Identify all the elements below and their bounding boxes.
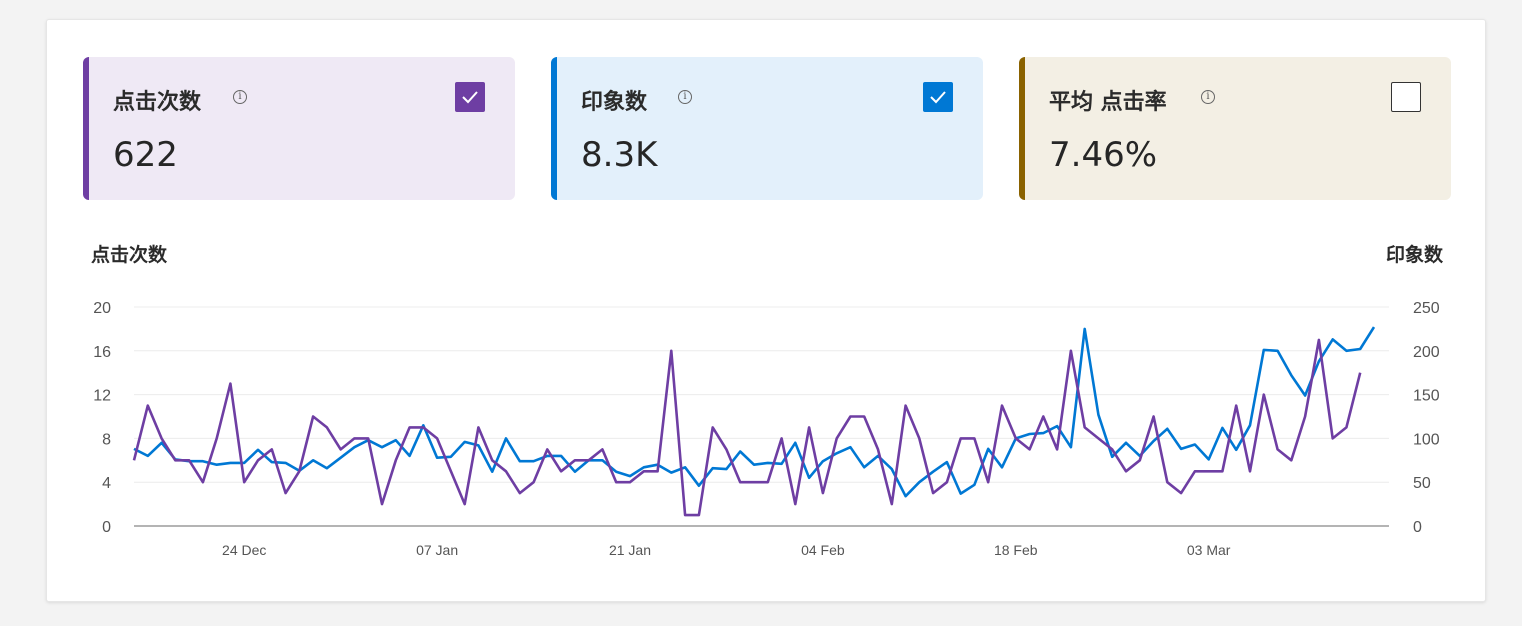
x-tick-label: 21 Jan (609, 542, 651, 558)
clicks-accent-bar (83, 57, 89, 200)
checkmark-icon (930, 91, 946, 104)
impressions-label: 印象数 (581, 90, 648, 115)
y-left-tick-label: 20 (93, 300, 111, 317)
checkmark-icon (462, 91, 478, 104)
y-left-tick-label: 4 (102, 475, 111, 492)
left-axis-title: 点击次数 (91, 244, 168, 266)
ctr-checkbox[interactable] (1391, 82, 1421, 112)
clicks-checkbox[interactable] (455, 82, 485, 112)
ctr-value: 7.46% (1049, 135, 1158, 175)
right-axis-title: 印象数 (1385, 244, 1443, 266)
impressions-metric-card[interactable]: 印象数 i 8.3K (551, 57, 983, 200)
y-left-tick-label: 16 (93, 344, 111, 361)
y-right-tick-label: 150 (1413, 388, 1440, 405)
y-right-tick-label: 250 (1413, 300, 1440, 317)
y-right-tick-label: 50 (1413, 475, 1431, 492)
ctr-accent-bar (1019, 57, 1025, 200)
ctr-metric-card[interactable]: 平均 点击率 i 7.46% (1019, 57, 1451, 200)
y-left-tick-label: 8 (102, 431, 111, 448)
y-right-tick-label: 100 (1413, 431, 1440, 448)
x-tick-label: 03 Mar (1187, 542, 1231, 558)
info-icon[interactable]: i (233, 90, 247, 104)
performance-panel: 点击次数 i 622 印象数 i 8.3K 平均 点击率 i 7.46% 点击次… (46, 19, 1486, 602)
y-right-tick-label: 0 (1413, 519, 1422, 536)
impressions-value: 8.3K (581, 135, 658, 175)
x-tick-label: 18 Feb (994, 542, 1038, 558)
clicks-series-line (132, 338, 1362, 517)
impressions-accent-bar (551, 57, 557, 200)
clicks-label: 点击次数 (113, 90, 202, 115)
x-tick-label: 24 Dec (222, 542, 266, 558)
y-right-tick-label: 200 (1413, 344, 1440, 361)
y-left-tick-label: 12 (93, 388, 111, 405)
info-icon[interactable]: i (1201, 90, 1215, 104)
x-tick-label: 04 Feb (801, 542, 845, 558)
impressions-checkbox[interactable] (923, 82, 953, 112)
impressions-series-line (133, 326, 1376, 498)
ctr-label: 平均 点击率 (1049, 90, 1167, 115)
y-left-tick-label: 0 (102, 519, 111, 536)
info-icon[interactable]: i (678, 90, 692, 104)
x-tick-label: 07 Jan (416, 542, 458, 558)
clicks-value: 622 (113, 135, 178, 175)
clicks-metric-card[interactable]: 点击次数 i 622 (83, 57, 515, 200)
